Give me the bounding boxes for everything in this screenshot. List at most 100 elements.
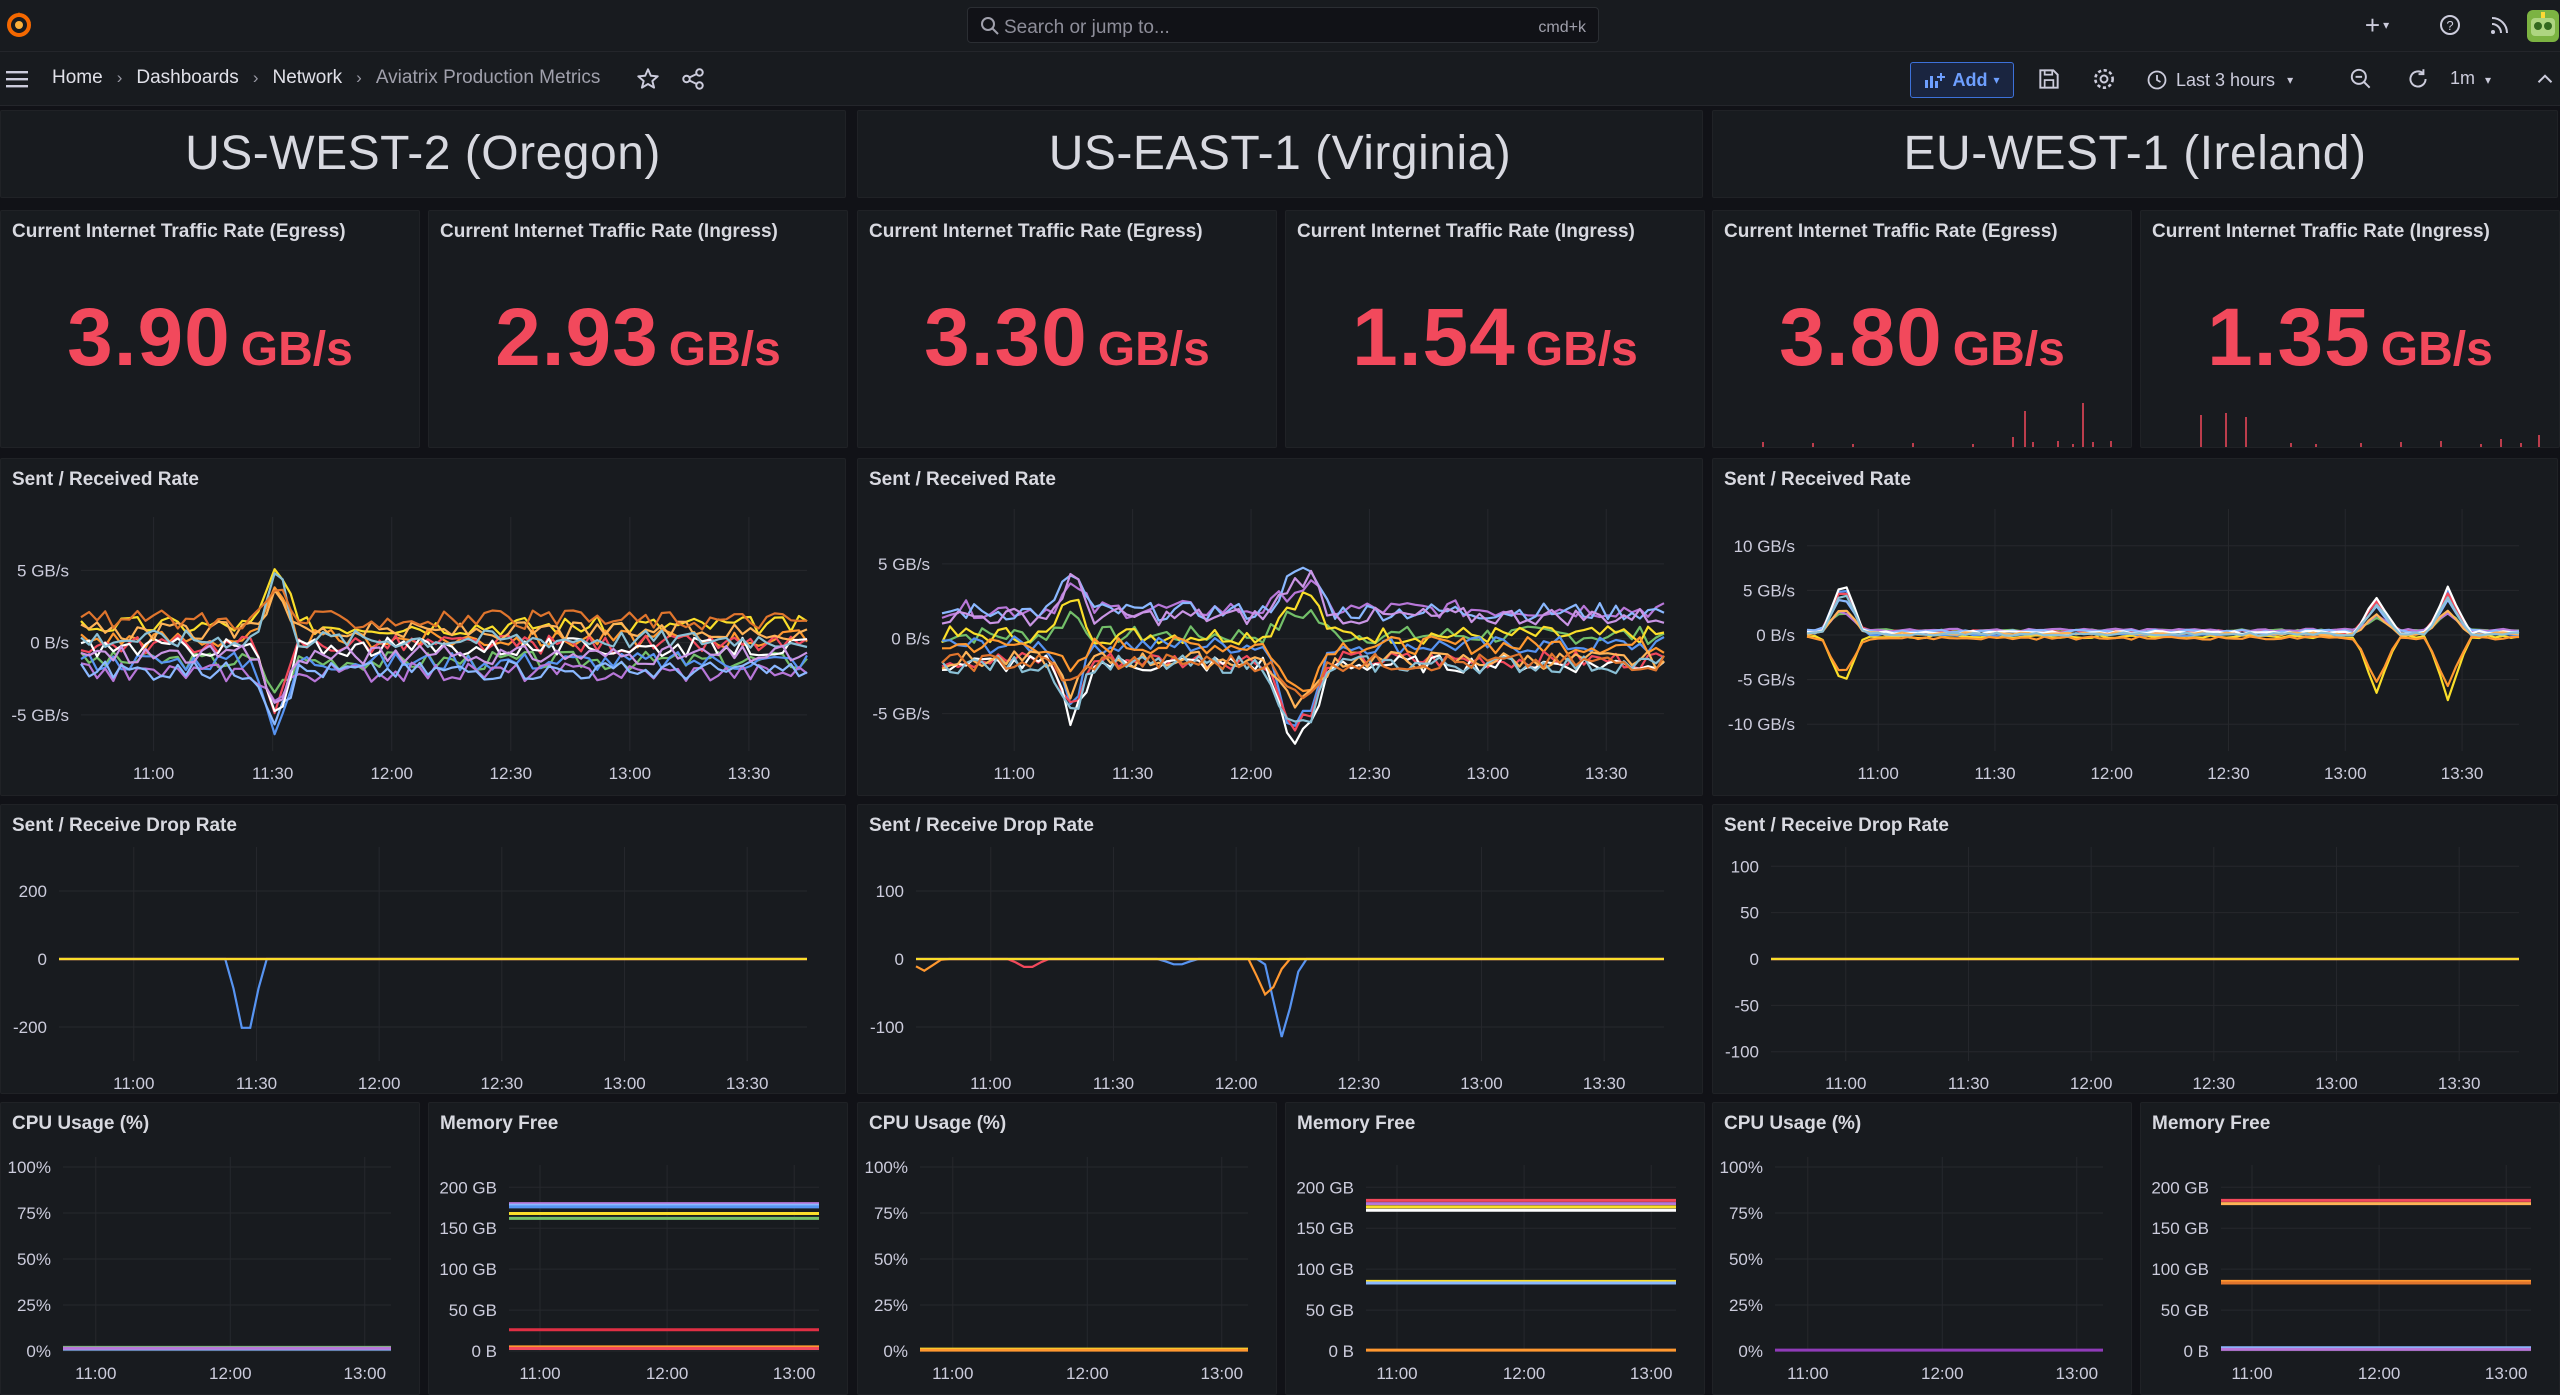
region-title: US-WEST-2 (Oregon): [185, 127, 661, 180]
series-line: [80, 588, 808, 631]
breadcrumb-network[interactable]: Network: [272, 67, 343, 88]
grafana-logo-icon[interactable]: [4, 10, 34, 40]
search-input[interactable]: Search or jump to... cmd+k: [967, 7, 1599, 43]
drop-rate-panel[interactable]: Sent / Receive Drop Rate 100 0 -100 11:00 11…: [857, 804, 1703, 1094]
memory-free-panel[interactable]: Memory Free 200 GB 150 GB 100 GB 50 GB 0 B 11…: [2140, 1102, 2560, 1395]
stat-panel-ingress[interactable]: Current Internet Traffic Rate (Ingress) …: [1285, 210, 1705, 448]
y-tick-label: 75%: [874, 1204, 908, 1223]
new-menu-button[interactable]: + ▾: [2360, 10, 2394, 40]
series-line: [941, 650, 1665, 709]
series-line: [941, 654, 1665, 724]
x-tick-label: 13:00: [343, 1364, 386, 1383]
memory-free-panel[interactable]: Memory Free 200 GB 150 GB 100 GB 50 GB 0 B 11…: [1285, 1102, 1705, 1395]
memory-free-panel[interactable]: Memory Free 200 GB 150 GB 100 GB 50 GB 0 B 11…: [428, 1102, 848, 1395]
memory-chart: 200 GB 150 GB 100 GB 50 GB 0 B 11:00 12:00 13:0…: [2151, 1165, 2531, 1383]
stat-panel-ingress[interactable]: Current Internet Traffic Rate (Ingress) …: [2140, 210, 2560, 448]
y-tick-label: 0: [1750, 950, 1759, 969]
y-tick-label: 200 GB: [2151, 1178, 2209, 1197]
news-feed-icon[interactable]: [2488, 13, 2512, 37]
x-tick-label: 12:00: [370, 764, 413, 783]
help-icon[interactable]: ?: [2438, 13, 2462, 37]
x-tick-label: 13:00: [609, 764, 652, 783]
panel-title: Sent / Receive Drop Rate: [1724, 815, 1949, 836]
x-tick-label: 12:00: [1921, 1364, 1964, 1383]
cpu-usage-panel[interactable]: CPU Usage (%) 100% 75% 50% 25% 0% 11:00 12:00 1…: [857, 1102, 1277, 1395]
menu-icon[interactable]: [4, 67, 30, 91]
refresh-interval-picker[interactable]: 1m ▾: [2450, 68, 2491, 89]
series-line: [1806, 598, 2520, 634]
panel-title: Current Internet Traffic Rate (Ingress): [1297, 221, 1635, 242]
series-line: [941, 654, 1665, 745]
panel-title: Sent / Receive Drop Rate: [869, 815, 1094, 836]
rate-chart: 5 GB/s 0 B/s -5 GB/s 11:00 11:30 12:00 12:30 13…: [11, 517, 808, 783]
x-tick-label: 12:00: [358, 1074, 401, 1093]
x-tick-label: 11:00: [113, 1074, 154, 1093]
collapse-chevron-up-icon[interactable]: [2532, 66, 2558, 92]
x-tick-label: 13:00: [2324, 764, 2367, 783]
y-tick-label: 150 GB: [1296, 1219, 1354, 1238]
x-tick-label: 11:30: [252, 764, 293, 783]
cpu-chart: 100% 75% 50% 25% 0% 11:00 12:00 13:00: [8, 1157, 391, 1383]
y-tick-label: 100%: [865, 1158, 908, 1177]
y-tick-label: 0 B/s: [891, 630, 930, 649]
user-avatar[interactable]: [2527, 10, 2559, 42]
breadcrumb-dashboards[interactable]: Dashboards: [136, 67, 239, 88]
refresh-icon[interactable]: [2405, 66, 2431, 92]
sparkline-bars: [2200, 413, 2540, 447]
share-icon[interactable]: [680, 66, 706, 92]
stat-panel-egress[interactable]: Current Internet Traffic Rate (Egress) 3…: [1712, 210, 2132, 448]
svg-text:?: ?: [2446, 18, 2453, 33]
stat-value: 3.80 GB/s: [1713, 291, 2131, 385]
y-tick-label: -200: [13, 1018, 47, 1037]
y-tick-label: 0 B/s: [30, 634, 69, 653]
y-tick-label: 50%: [17, 1250, 51, 1269]
y-tick-label: 100%: [8, 1158, 51, 1177]
stat-panel-egress[interactable]: Current Internet Traffic Rate (Egress) 3…: [857, 210, 1277, 448]
x-tick-label: 12:30: [490, 764, 533, 783]
star-icon[interactable]: [635, 66, 661, 92]
sent-received-rate-panel[interactable]: Sent / Received Rate 5 GB/s 0 B/s -5 GB/s 1…: [857, 458, 1703, 796]
breadcrumb-home[interactable]: Home: [52, 67, 103, 88]
x-tick-label: 11:30: [236, 1074, 277, 1093]
chevron-down-icon: ▾: [2485, 73, 2492, 87]
time-range-picker[interactable]: Last 3 hours ▾: [2146, 63, 2293, 97]
save-icon[interactable]: [2036, 66, 2062, 92]
cpu-usage-panel[interactable]: CPU Usage (%) 100% 75% 50% 25% 0% 11:00 12:00 1…: [1712, 1102, 2132, 1395]
series-line: [941, 591, 1665, 646]
x-tick-label: 13:30: [1583, 1074, 1626, 1093]
y-tick-label: 100: [876, 882, 904, 901]
search-icon: [981, 17, 999, 35]
sparkline: [1762, 403, 2112, 447]
panel-title: Current Internet Traffic Rate (Ingress): [2152, 221, 2490, 242]
series-line: [1806, 634, 2520, 702]
y-tick-label: 50: [1740, 904, 1759, 923]
x-tick-label: 11:00: [2231, 1364, 2272, 1383]
y-tick-label: 0: [895, 950, 904, 969]
stat-value: 1.54 GB/s: [1286, 291, 1704, 385]
y-tick-label: 25%: [874, 1296, 908, 1315]
stat-panel-ingress[interactable]: Current Internet Traffic Rate (Ingress) …: [428, 210, 848, 448]
add-panel-button[interactable]: Add ▾: [1910, 62, 2014, 98]
breadcrumb-current-dashboard: Aviatrix Production Metrics: [375, 67, 601, 88]
rate-chart: 10 GB/s 5 GB/s 0 B/s -5 GB/s -10 GB/s 11:00 11…: [1728, 509, 2520, 783]
sent-received-rate-panel[interactable]: Sent / Received Rate 10 GB/s 5 GB/s 0 B/s -…: [1712, 458, 2558, 796]
panel-title: Sent / Received Rate: [1724, 469, 1911, 490]
y-tick-label: 0: [38, 950, 47, 969]
stat-panel-egress[interactable]: Current Internet Traffic Rate (Egress) 3…: [0, 210, 420, 448]
x-tick-label: 13:30: [726, 1074, 769, 1093]
y-tick-label: 200 GB: [1296, 1178, 1354, 1197]
panel-title: Current Internet Traffic Rate (Ingress): [440, 221, 778, 242]
cpu-usage-panel[interactable]: CPU Usage (%) 100% 75% 50% 25% 0% 11:00 12:00 1…: [0, 1102, 420, 1395]
x-tick-label: 12:00: [1230, 764, 1273, 783]
drop-rate-panel[interactable]: Sent / Receive Drop Rate 100 50 0 -50 -100 11…: [1712, 804, 2558, 1094]
zoom-out-icon[interactable]: [2348, 66, 2374, 92]
region-title-panel: US-EAST-1 (Virginia): [857, 110, 1703, 198]
settings-gear-icon[interactable]: [2091, 66, 2117, 92]
y-tick-label: 75%: [17, 1204, 51, 1223]
x-tick-label: 11:00: [519, 1364, 560, 1383]
y-tick-label: 25%: [17, 1296, 51, 1315]
sent-received-rate-panel[interactable]: Sent / Received Rate 5 GB/s 0 B/s -5 GB/s 1…: [0, 458, 846, 796]
drop-rate-panel[interactable]: Sent / Receive Drop Rate 200 0 -200 11:00 11…: [0, 804, 846, 1094]
x-tick-label: 12:00: [2070, 1074, 2113, 1093]
y-tick-label: 100 GB: [2151, 1260, 2209, 1279]
